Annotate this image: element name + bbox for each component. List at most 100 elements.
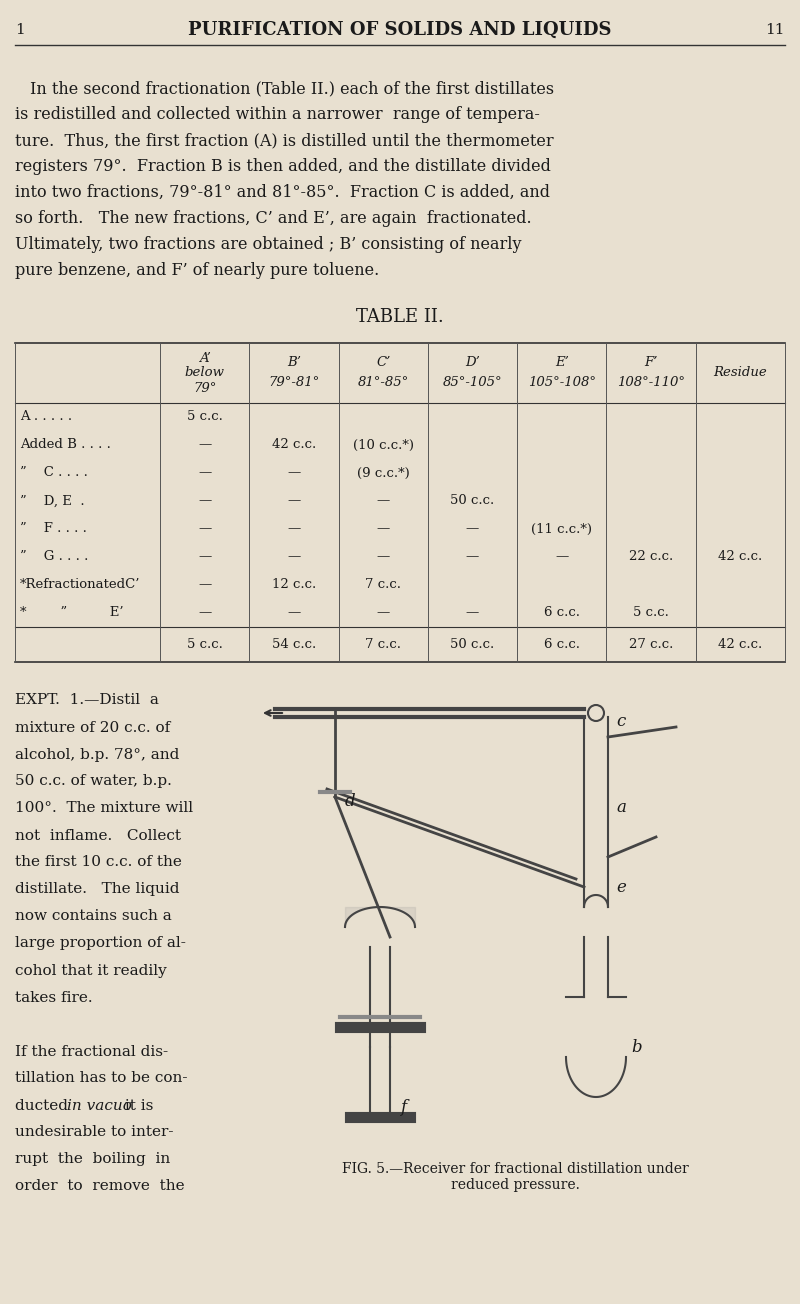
Text: a: a: [616, 798, 626, 815]
Text: d: d: [345, 794, 356, 811]
Text: —: —: [555, 550, 569, 563]
Text: —: —: [377, 606, 390, 619]
Text: 108°-110°: 108°-110°: [617, 377, 685, 390]
Text: e: e: [616, 879, 626, 896]
Text: below: below: [185, 366, 225, 379]
Text: —: —: [287, 467, 301, 480]
Text: ducted: ducted: [15, 1098, 73, 1112]
Text: 85°-105°: 85°-105°: [442, 377, 502, 390]
Text: so forth.   The new fractions, C’ and E’, are again  fractionated.: so forth. The new fractions, C’ and E’, …: [15, 210, 532, 227]
Text: b: b: [631, 1038, 642, 1055]
Text: c: c: [616, 713, 626, 730]
Text: —: —: [287, 550, 301, 563]
Text: 81°-85°: 81°-85°: [358, 377, 409, 390]
Text: 22 c.c.: 22 c.c.: [629, 550, 673, 563]
Text: *RefractionatedC’: *RefractionatedC’: [20, 579, 141, 592]
Text: F’: F’: [644, 356, 658, 369]
Text: 7 c.c.: 7 c.c.: [366, 579, 402, 592]
Text: 6 c.c.: 6 c.c.: [544, 638, 580, 651]
Text: If the fractional dis-: If the fractional dis-: [15, 1045, 168, 1059]
Text: it is: it is: [120, 1098, 154, 1112]
Text: 42 c.c.: 42 c.c.: [718, 550, 762, 563]
Text: 1: 1: [15, 23, 25, 37]
Text: 12 c.c.: 12 c.c.: [272, 579, 316, 592]
Text: 6 c.c.: 6 c.c.: [544, 606, 580, 619]
Text: PURIFICATION OF SOLIDS AND LIQUIDS: PURIFICATION OF SOLIDS AND LIQUIDS: [188, 21, 612, 39]
Text: 5 c.c.: 5 c.c.: [633, 606, 669, 619]
Text: 5 c.c.: 5 c.c.: [186, 638, 222, 651]
Text: alcohol, b.p. 78°, and: alcohol, b.p. 78°, and: [15, 747, 179, 762]
Text: the first 10 c.c. of the: the first 10 c.c. of the: [15, 855, 182, 870]
Text: ”    C . . . .: ” C . . . .: [20, 467, 88, 480]
Text: —: —: [198, 550, 211, 563]
Text: takes fire.: takes fire.: [15, 991, 93, 1004]
Text: 42 c.c.: 42 c.c.: [718, 638, 762, 651]
Text: —: —: [466, 523, 479, 536]
Text: —: —: [198, 494, 211, 507]
Text: —: —: [377, 523, 390, 536]
Text: C’: C’: [376, 356, 390, 369]
Text: mixture of 20 c.c. of: mixture of 20 c.c. of: [15, 721, 170, 734]
Text: —: —: [198, 438, 211, 451]
Text: 7 c.c.: 7 c.c.: [366, 638, 402, 651]
Text: —: —: [466, 606, 479, 619]
Text: Ultimately, two fractions are obtained ; B’ consisting of nearly: Ultimately, two fractions are obtained ;…: [15, 236, 522, 253]
Text: 105°-108°: 105°-108°: [528, 377, 596, 390]
Text: 79°-81°: 79°-81°: [268, 377, 319, 390]
Text: FIG. 5.—Receiver for fractional distillation under
reduced pressure.: FIG. 5.—Receiver for fractional distilla…: [342, 1162, 688, 1192]
Text: —: —: [287, 494, 301, 507]
Text: 50 c.c. of water, b.p.: 50 c.c. of water, b.p.: [15, 775, 172, 789]
Text: 27 c.c.: 27 c.c.: [629, 638, 674, 651]
Text: —: —: [198, 467, 211, 480]
Text: 11: 11: [766, 23, 785, 37]
Text: TABLE II.: TABLE II.: [356, 308, 444, 326]
Text: A . . . . .: A . . . . .: [20, 411, 72, 424]
Text: registers 79°.  Fraction B is then added, and the distillate divided: registers 79°. Fraction B is then added,…: [15, 158, 551, 175]
Text: In the second fractionation (Table II.) each of the first distillates: In the second fractionation (Table II.) …: [30, 80, 554, 96]
Text: large proportion of al-: large proportion of al-: [15, 936, 186, 951]
Text: B’: B’: [287, 356, 301, 369]
Text: Added B . . . .: Added B . . . .: [20, 438, 111, 451]
Text: 100°.  The mixture will: 100°. The mixture will: [15, 802, 193, 815]
Text: cohol that it readily: cohol that it readily: [15, 964, 166, 978]
Text: in vacuo: in vacuo: [67, 1098, 132, 1112]
Text: into two fractions, 79°-81° and 81°-85°.  Fraction C is added, and: into two fractions, 79°-81° and 81°-85°.…: [15, 184, 550, 201]
Text: now contains such a: now contains such a: [15, 909, 172, 923]
Text: pure benzene, and F’ of nearly pure toluene.: pure benzene, and F’ of nearly pure tolu…: [15, 262, 379, 279]
Text: —: —: [198, 523, 211, 536]
Text: —: —: [377, 550, 390, 563]
Text: 42 c.c.: 42 c.c.: [272, 438, 316, 451]
Text: tillation has to be con-: tillation has to be con-: [15, 1072, 187, 1085]
Text: 5 c.c.: 5 c.c.: [186, 411, 222, 424]
Text: order  to  remove  the: order to remove the: [15, 1180, 185, 1193]
Text: E’: E’: [555, 356, 569, 369]
Text: 50 c.c.: 50 c.c.: [450, 494, 494, 507]
Text: *        ”          E’: * ” E’: [20, 606, 124, 619]
Text: (9 c.c.*): (9 c.c.*): [357, 467, 410, 480]
Text: —: —: [287, 523, 301, 536]
Text: EXPT.  1.—Distil  a: EXPT. 1.—Distil a: [15, 694, 159, 708]
Text: ”    D, E  .: ” D, E .: [20, 494, 85, 507]
Text: A’: A’: [198, 352, 210, 365]
Text: —: —: [377, 494, 390, 507]
Text: —: —: [198, 606, 211, 619]
Text: is redistilled and collected within a narrower  range of tempera-: is redistilled and collected within a na…: [15, 106, 540, 123]
Text: —: —: [466, 550, 479, 563]
Text: —: —: [287, 606, 301, 619]
Text: distillate.   The liquid: distillate. The liquid: [15, 883, 179, 897]
Text: ”    G . . . .: ” G . . . .: [20, 550, 88, 563]
Text: ”    F . . . .: ” F . . . .: [20, 523, 87, 536]
FancyBboxPatch shape: [245, 687, 785, 1167]
Text: undesirable to inter-: undesirable to inter-: [15, 1125, 174, 1140]
Text: rupt  the  boiling  in: rupt the boiling in: [15, 1153, 170, 1167]
Text: —: —: [198, 579, 211, 592]
Text: 79°: 79°: [193, 382, 216, 395]
Text: not  inflame.   Collect: not inflame. Collect: [15, 828, 181, 842]
Text: ture.  Thus, the first fraction (A) is distilled until the thermometer: ture. Thus, the first fraction (A) is di…: [15, 132, 554, 149]
Text: f: f: [400, 1098, 406, 1115]
Text: Residue: Residue: [714, 366, 767, 379]
Text: 54 c.c.: 54 c.c.: [272, 638, 316, 651]
Text: (10 c.c.*): (10 c.c.*): [353, 438, 414, 451]
Text: 50 c.c.: 50 c.c.: [450, 638, 494, 651]
Text: (11 c.c.*): (11 c.c.*): [531, 523, 592, 536]
